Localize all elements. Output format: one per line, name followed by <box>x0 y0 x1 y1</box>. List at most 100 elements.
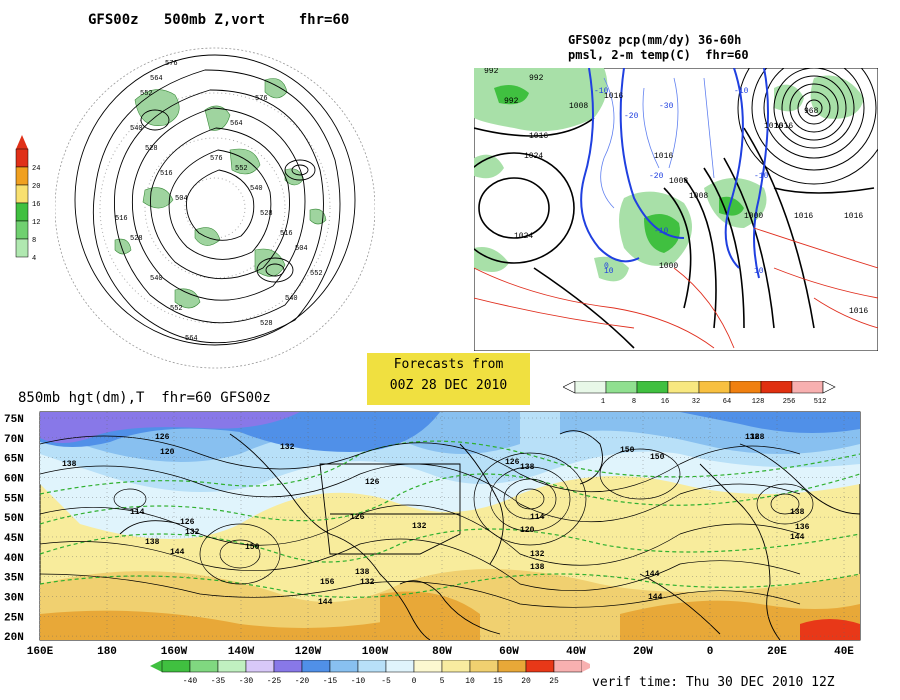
pop-pressure-label: 1024 <box>524 152 543 161</box>
pop-colorbar-label: 512 <box>814 398 827 405</box>
height-label: 150 <box>620 446 635 455</box>
temp-colorbar-label: -15 <box>323 677 338 686</box>
temp-colorbar-box <box>525 660 555 673</box>
hemi-colorbar-box <box>15 202 29 222</box>
height-label: 138 <box>355 568 370 577</box>
pop-colorbar-label: 256 <box>783 398 796 405</box>
height-label: 138 <box>790 508 805 517</box>
temp-colorbar-box <box>553 660 583 673</box>
hemi-colorbar: 24 20 16 12 8 4 <box>14 135 54 269</box>
hemi-map: 5765645525405285165045165285405525645765… <box>55 47 375 369</box>
lon-tick: 20E <box>767 646 787 658</box>
hemi-contour-label: 552 <box>140 90 153 98</box>
temp-bands <box>40 412 860 640</box>
hemi-contour-label: 516 <box>115 215 128 223</box>
lon-tick: 0 <box>707 646 714 658</box>
pop-colorbar-label: 16 <box>661 398 669 405</box>
lon-tick: 160W <box>161 646 188 658</box>
temp-colorbar-label: -35 <box>211 677 226 686</box>
temp-colorbar-box <box>273 660 303 673</box>
hemi-contour-label: 540 <box>250 185 263 193</box>
hemi-contour-labels: 5765645525405285165045165285405525645765… <box>115 60 323 343</box>
pop-pressure-label: 1008 <box>689 192 708 201</box>
pop-pressure-label: 1016 <box>604 92 623 101</box>
latlon-grid <box>39 412 860 640</box>
temp-colorbar-arrow-left <box>150 660 162 672</box>
pop-colorbar-box <box>729 381 762 394</box>
height-label: 138 <box>62 460 77 469</box>
height-label: 144 <box>645 570 660 579</box>
temp-colorbar-box <box>497 660 527 673</box>
pop-pressure-label: 992 <box>484 68 499 76</box>
hemi-colorbar-label: 24 <box>32 165 40 173</box>
pop-cold-isotherms-thin <box>600 77 715 209</box>
hemi-contour-label: 516 <box>280 230 293 238</box>
hemi-contour-label: 504 <box>175 195 188 203</box>
height-label: 138 <box>520 463 535 472</box>
height-label: 126 <box>365 478 380 487</box>
temp-colorbar-label: 15 <box>493 677 503 686</box>
height-label: 126 <box>350 513 365 522</box>
height-label: 132 <box>280 443 295 452</box>
height-label: 114 <box>130 508 145 517</box>
height-label: 128 <box>750 433 765 442</box>
pop-pressure-label: 1016 <box>764 122 783 131</box>
pop-temp-label: -10 <box>754 172 769 181</box>
hemi-contour-label: 540 <box>285 295 298 303</box>
temp-colorbar-box <box>301 660 331 673</box>
height-labels: 1381261201321261141261321381441501561441… <box>62 433 810 607</box>
hemi-height-contours <box>74 54 356 346</box>
hemi-contour-label: 576 <box>255 95 268 103</box>
pop-pressure-label: 1016 <box>794 212 813 221</box>
pop-temp-label: -10 <box>654 227 669 236</box>
pop-pressure-label: 1008 <box>669 177 688 186</box>
forecast-box-line2: 00Z 28 DEC 2010 <box>389 378 508 393</box>
lat-tick: 55N <box>4 493 24 505</box>
height-label: 126 <box>505 458 520 467</box>
lat-tick: 60N <box>4 473 24 485</box>
lon-axis: 160E 180 160W 140W 120W 100W 80W 60W 40W 20W 0 20E 4… <box>27 646 854 658</box>
forecast-box-line1: Forecasts from <box>393 357 504 372</box>
pop-colorbar-box <box>636 381 669 394</box>
temp-colorbar-box <box>469 660 499 673</box>
temp-colorbar-box <box>441 660 471 673</box>
pop-pressure-label: 992 <box>504 97 519 106</box>
height-label: 120 <box>520 526 535 535</box>
height-label: 126 <box>180 518 195 527</box>
temp-colorbar-box <box>385 660 415 673</box>
pop-low-center <box>737 68 878 185</box>
hemi-contour-label: 552 <box>235 165 248 173</box>
pop-pressure-label: 1016 <box>529 132 548 141</box>
hemi-panel-title: GFS00z 500mb Z,vort fhr=60 <box>88 12 350 28</box>
height-label: 132 <box>530 550 545 559</box>
pop-panel-title-2: pmsl, 2-m temp(C) fhr=60 <box>568 48 749 62</box>
temp-colorbar-box <box>329 660 359 673</box>
verif-time: verif time: Thu 30 DEC 2010 12Z <box>592 675 835 690</box>
panel-850-title: 850mb hgt(dm),T fhr=60 GFS00z <box>18 390 271 406</box>
pop-colorbar-label: 32 <box>692 398 700 405</box>
pop-colorbar-box <box>791 381 824 394</box>
height-label: 120 <box>160 448 175 457</box>
pop-colorbar-box <box>760 381 793 394</box>
lat-tick: 20N <box>4 632 24 644</box>
hemi-contour-label: 528 <box>260 320 273 328</box>
temp-colorbar-box <box>189 660 219 673</box>
pop-warm-isotherms <box>474 227 878 349</box>
hemi-contour-label: 504 <box>295 245 308 253</box>
lat-tick: 40N <box>4 553 24 565</box>
hemi-contour-label: 576 <box>210 155 223 163</box>
hemi-contour-label: 528 <box>260 210 273 218</box>
pop-colorbar-box <box>605 381 638 394</box>
pop-colorbar-label: 128 <box>752 398 765 405</box>
lat-tick: 70N <box>4 434 24 446</box>
hemi-contour-label: 552 <box>310 270 323 278</box>
temp-colorbar-box <box>217 660 247 673</box>
lon-tick: 100W <box>362 646 389 658</box>
temp-colorbar-box <box>357 660 387 673</box>
hemi-colorbar-label: 8 <box>32 237 36 245</box>
pop-temp-label: 10 <box>754 267 764 276</box>
temp-colorbar-label: 20 <box>521 677 531 686</box>
pop-colorbar-box <box>574 381 607 394</box>
